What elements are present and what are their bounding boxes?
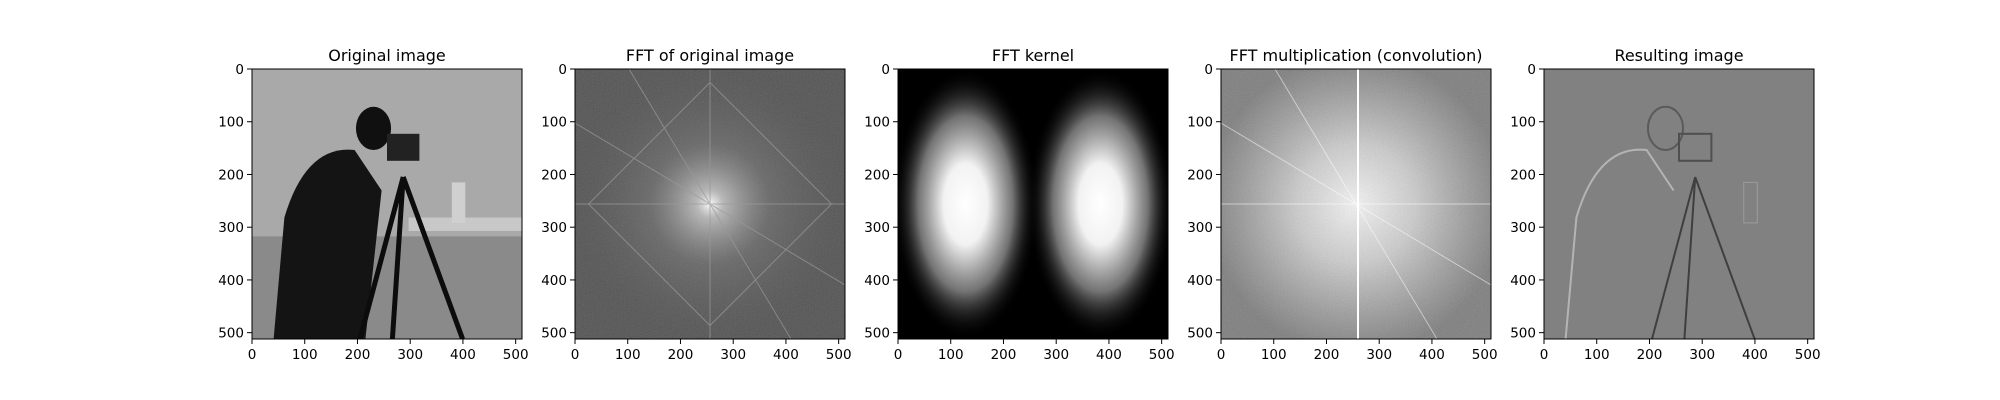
panel-2-ytick-label: 0 <box>558 62 567 78</box>
original-image-tower <box>451 182 466 223</box>
panel-4-frame <box>1220 68 1492 340</box>
panel-3-xtick-label: 500 <box>1149 347 1175 363</box>
panel-5-xtick-label: 100 <box>1584 347 1610 363</box>
original-image-person <box>273 149 382 339</box>
panel-2-xtick-label: 0 <box>571 347 580 363</box>
panel-1-ytick-label: 300 <box>218 220 244 236</box>
panel-3-ytick-label: 100 <box>864 115 890 131</box>
panel-3-ytick-label: 0 <box>881 62 890 78</box>
panel-3-xtick-label: 400 <box>1096 347 1122 363</box>
panel-4-title: FFT multiplication (convolution) <box>1230 46 1483 65</box>
panel-3-ytick-label: 500 <box>864 326 890 342</box>
panel-1-xtick-label: 400 <box>450 347 476 363</box>
panel-1-xtick-label: 100 <box>292 347 318 363</box>
panel-4-xtick-label: 200 <box>1314 347 1340 363</box>
panel-5-xtick-label: 500 <box>1795 347 1821 363</box>
result-edge-camera <box>1678 132 1713 162</box>
panel-2-ytick-label: 500 <box>541 326 567 342</box>
panel-1-ytick-label: 200 <box>218 167 244 183</box>
panel-5-ytick-label: 300 <box>1510 220 1536 236</box>
panel-4-image <box>1221 69 1491 339</box>
panel-2-xtick-label: 500 <box>826 347 852 363</box>
panel-2-ytick-label: 100 <box>541 115 567 131</box>
panel-3-ytick-label: 200 <box>864 167 890 183</box>
panel-4-ytick-label: 400 <box>1187 273 1213 289</box>
panel-1-xtick-label: 300 <box>397 347 423 363</box>
panel-2-ytick-label: 200 <box>541 167 567 183</box>
panel-5-title: Resulting image <box>1614 46 1743 65</box>
panel-5-xtick-label: 0 <box>1540 347 1549 363</box>
panel-5-ytick-label: 500 <box>1510 326 1536 342</box>
panel-3-ytick-label: 300 <box>864 220 890 236</box>
panel-2-ytick-label: 400 <box>541 273 567 289</box>
panel-2-ytick-label: 300 <box>541 220 567 236</box>
panel-2-title: FFT of original image <box>626 46 794 65</box>
result-edge-tower <box>1743 181 1758 224</box>
panel-4-ytick-label: 300 <box>1187 220 1213 236</box>
panel-4-ytick-label: 500 <box>1187 326 1213 342</box>
panel-3-ytick-label: 400 <box>864 273 890 289</box>
panel-2-xtick-label: 200 <box>668 347 694 363</box>
panel-2-xtick-label: 100 <box>615 347 641 363</box>
product-streaks <box>1221 69 1491 339</box>
panel-4: FFT multiplication (convolution) 0 100 200 3… <box>1187 46 1497 363</box>
panel-5-ytick-label: 100 <box>1510 115 1536 131</box>
panel-3-frame <box>897 68 1169 340</box>
panel-1-xtick-label: 500 <box>503 347 529 363</box>
panel-4-xtick-label: 0 <box>1217 347 1226 363</box>
original-image-head <box>355 106 392 150</box>
panel-1-title: Original image <box>328 46 446 65</box>
panel-2-xtick-label: 400 <box>773 347 799 363</box>
result-background <box>1544 69 1814 339</box>
panel-4-xtick-label: 500 <box>1472 347 1498 363</box>
panel-5-ytick-label: 400 <box>1510 273 1536 289</box>
panel-2-xtick-label: 300 <box>720 347 746 363</box>
original-image-tripod <box>357 176 465 339</box>
panel-1-ytick-label: 100 <box>218 115 244 131</box>
panel-3-image <box>898 69 1168 339</box>
panel-5-image <box>1544 69 1814 339</box>
panel-1-ytick-label: 0 <box>235 62 244 78</box>
kernel-lobe-right <box>1027 69 1168 339</box>
panel-1-ytick-label: 500 <box>218 326 244 342</box>
panel-1-image <box>252 69 522 339</box>
panel-4-xtick-label: 100 <box>1261 347 1287 363</box>
panel-3-xtick-label: 200 <box>991 347 1017 363</box>
panel-3-xtick-label: 0 <box>894 347 903 363</box>
panel-1-xtick-label: 0 <box>248 347 257 363</box>
result-edge-tripod <box>1651 176 1756 339</box>
fft-streaks <box>575 69 845 339</box>
panel-2-image <box>575 69 845 339</box>
panel-5-frame <box>1543 68 1815 340</box>
panel-4-ytick-label: 0 <box>1204 62 1213 78</box>
kernel-lobe-left <box>898 69 1039 339</box>
result-edge-head <box>1646 105 1685 151</box>
panel-4-ytick-label: 100 <box>1187 115 1213 131</box>
panel-3-title: FFT kernel <box>992 46 1074 65</box>
panel-5-ytick-label: 200 <box>1510 167 1536 183</box>
panel-4-xtick-label: 300 <box>1366 347 1392 363</box>
original-image-camera <box>387 133 420 161</box>
panel-1-ytick-label: 400 <box>218 273 244 289</box>
panel-1-frame <box>251 68 523 340</box>
panel-3-xtick-label: 100 <box>938 347 964 363</box>
panel-4-ytick-label: 200 <box>1187 167 1213 183</box>
panel-4-xtick-label: 400 <box>1419 347 1445 363</box>
result-edge-person <box>1564 148 1675 339</box>
panel-5-ytick-label: 0 <box>1527 62 1536 78</box>
panel-5-xtick-label: 200 <box>1637 347 1663 363</box>
panel-3-xtick-label: 300 <box>1043 347 1069 363</box>
panel-5-xtick-label: 300 <box>1689 347 1715 363</box>
panel-1-xtick-label: 200 <box>345 347 371 363</box>
panel-2-frame <box>574 68 846 340</box>
panel-5-xtick-label: 400 <box>1742 347 1768 363</box>
original-image-buildings <box>408 217 522 231</box>
